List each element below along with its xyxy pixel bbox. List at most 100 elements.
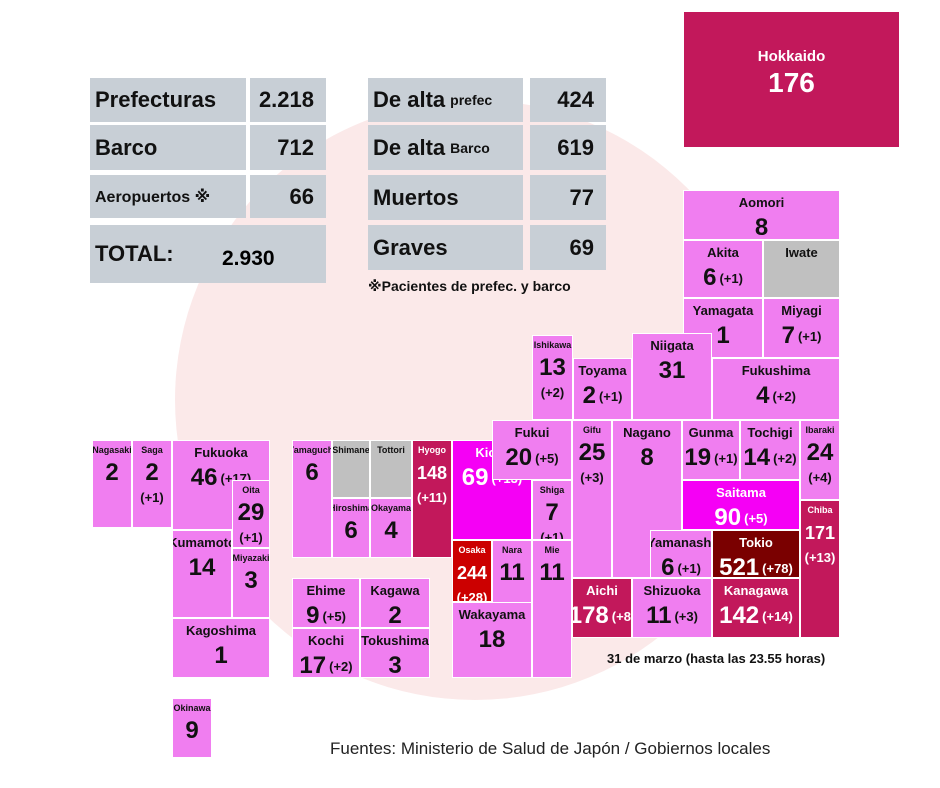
value-row: 2 [388,602,402,628]
value-row: 11 (+3) [646,602,698,630]
prefecture-tile: Okinawa 9 [172,698,212,758]
case-count: 148 [416,463,448,483]
case-count: 13 [539,354,566,381]
summary-value: 69 [530,225,606,270]
case-count: 171 [804,523,836,543]
case-count: 29 [237,499,265,526]
case-count: 20 [505,444,533,471]
prefecture-name: Akita [707,245,739,260]
prefecture-name: Fukushima [741,363,811,378]
case-change: (+3) [580,470,604,485]
prefecture-name: Tokio [739,535,773,550]
value-row: 1 [716,322,729,350]
prefecture-tile: Hokkaido 176 [683,11,900,148]
label-text: Prefecturas [95,87,217,112]
prefecture-tile: Ehime 9 (+5) [292,578,360,628]
summary-total: TOTAL: [90,225,326,283]
prefecture-tile: Hiroshima 6 [332,498,370,558]
prefecture-name: Kochi [307,633,345,648]
value-row: 8 [755,214,768,239]
prefecture-tile: Fukushima 4 (+2) [712,358,840,420]
case-count: 90 [714,504,742,530]
value-row: 9 [185,717,198,745]
case-count: 2 [582,382,596,409]
case-change: (+1) [140,490,164,505]
case-change: (+5) [535,450,559,466]
prefecture-name: Toyama [578,363,627,378]
case-count: 178 [572,602,609,629]
case-count: 7 [545,499,559,526]
prefecture-name: Aichi [586,583,618,598]
value-row: 31 [659,357,686,385]
value-row: 8 [640,444,653,472]
prefecture-name: Hyogo [418,445,446,455]
case-count: 3 [388,652,402,678]
prefecture-tile: Iwate [763,240,840,298]
prefecture-name: Ehime [306,583,346,598]
prefecture-name: Tottori [377,445,405,455]
label-sub: prefec [450,92,493,108]
prefecture-tile: Kanagawa 142 (+14) [712,578,800,638]
prefecture-tile: Nagasaki 2 [92,440,132,528]
prefecture-name: Chiba [807,505,833,515]
case-change: (+8) [611,608,631,624]
prefecture-tile: Toyama 2 (+1) [573,358,632,420]
prefecture-name: Nagano [623,425,671,440]
case-count: 14 [188,554,216,581]
value-row: 18 [479,626,506,654]
summary-value: 66 [250,175,326,218]
prefecture-name: Nara [501,545,522,555]
prefecture-tile: Gifu 25 (+3) [572,420,612,578]
case-count: 11 [499,559,525,586]
summary-label: Graves [368,225,523,270]
case-count: 2 [105,459,119,486]
case-count: 2 [145,459,159,486]
case-count: 142 [719,602,760,629]
prefecture-name: Kumamoto [173,535,231,550]
prefecture-tile: Niigata 31 [632,333,712,420]
prefecture-tile: Oita 29 (+1) [232,480,270,548]
case-count: 31 [658,357,686,384]
prefecture-tile: Wakayama 18 [452,602,532,678]
case-count: 1 [716,322,730,349]
prefecture-name: Kagawa [370,583,420,598]
case-count: 6 [661,554,675,578]
case-change: (+2) [773,450,797,466]
prefecture-name: Okayama [370,503,412,513]
prefecture-tile: Kagoshima 1 [172,618,270,678]
case-count: 1 [214,642,228,669]
case-count: 69 [461,464,489,491]
prefecture-name: Tokushima [361,633,429,648]
prefecture-name: Mie [544,545,560,555]
prefecture-tile: Tokio 521 (+78) [712,530,800,578]
value-row: 244 (+28) [457,559,488,601]
value-row: 4 (+2) [756,382,796,410]
prefecture-tile: Shiga 7 (+1) [532,480,572,540]
sources: Fuentes: Ministerio de Salud de Japón / … [330,739,771,758]
prefecture-tile: Aomori 8 [683,190,840,240]
prefecture-name: Saga [141,445,163,455]
prefecture-tile: Miyazaki 3 [232,548,270,618]
summary-label: Barco [90,125,246,170]
prefecture-tile: Chiba 171 (+13) [800,500,840,638]
prefecture-tile: Fukui 20 (+5) [492,420,572,480]
case-count: 2 [388,602,402,628]
case-count: 8 [640,444,654,471]
label-text: Muertos [373,184,459,210]
case-count: 4 [756,382,770,409]
prefecture-name: Gunma [688,425,734,440]
case-change: (+1) [598,388,623,404]
value-row: 2 (+1) [140,459,163,505]
case-count: 18 [478,626,506,653]
value-row: 17 (+2) [299,652,352,677]
case-count: 19 [684,444,712,471]
prefecture-name: Fukuoka [194,445,248,460]
value-row: 171 (+13) [805,519,836,565]
value-row: 20 (+5) [505,444,558,472]
case-change: (+2) [772,388,796,404]
case-change: (+78) [762,560,793,576]
label-text: Aeropuertos ※ [95,188,211,206]
prefecture-name: Iwate [785,245,818,260]
summary-note: ※Pacientes de prefec. y barco [368,278,571,294]
value-row: 4 [384,517,397,545]
